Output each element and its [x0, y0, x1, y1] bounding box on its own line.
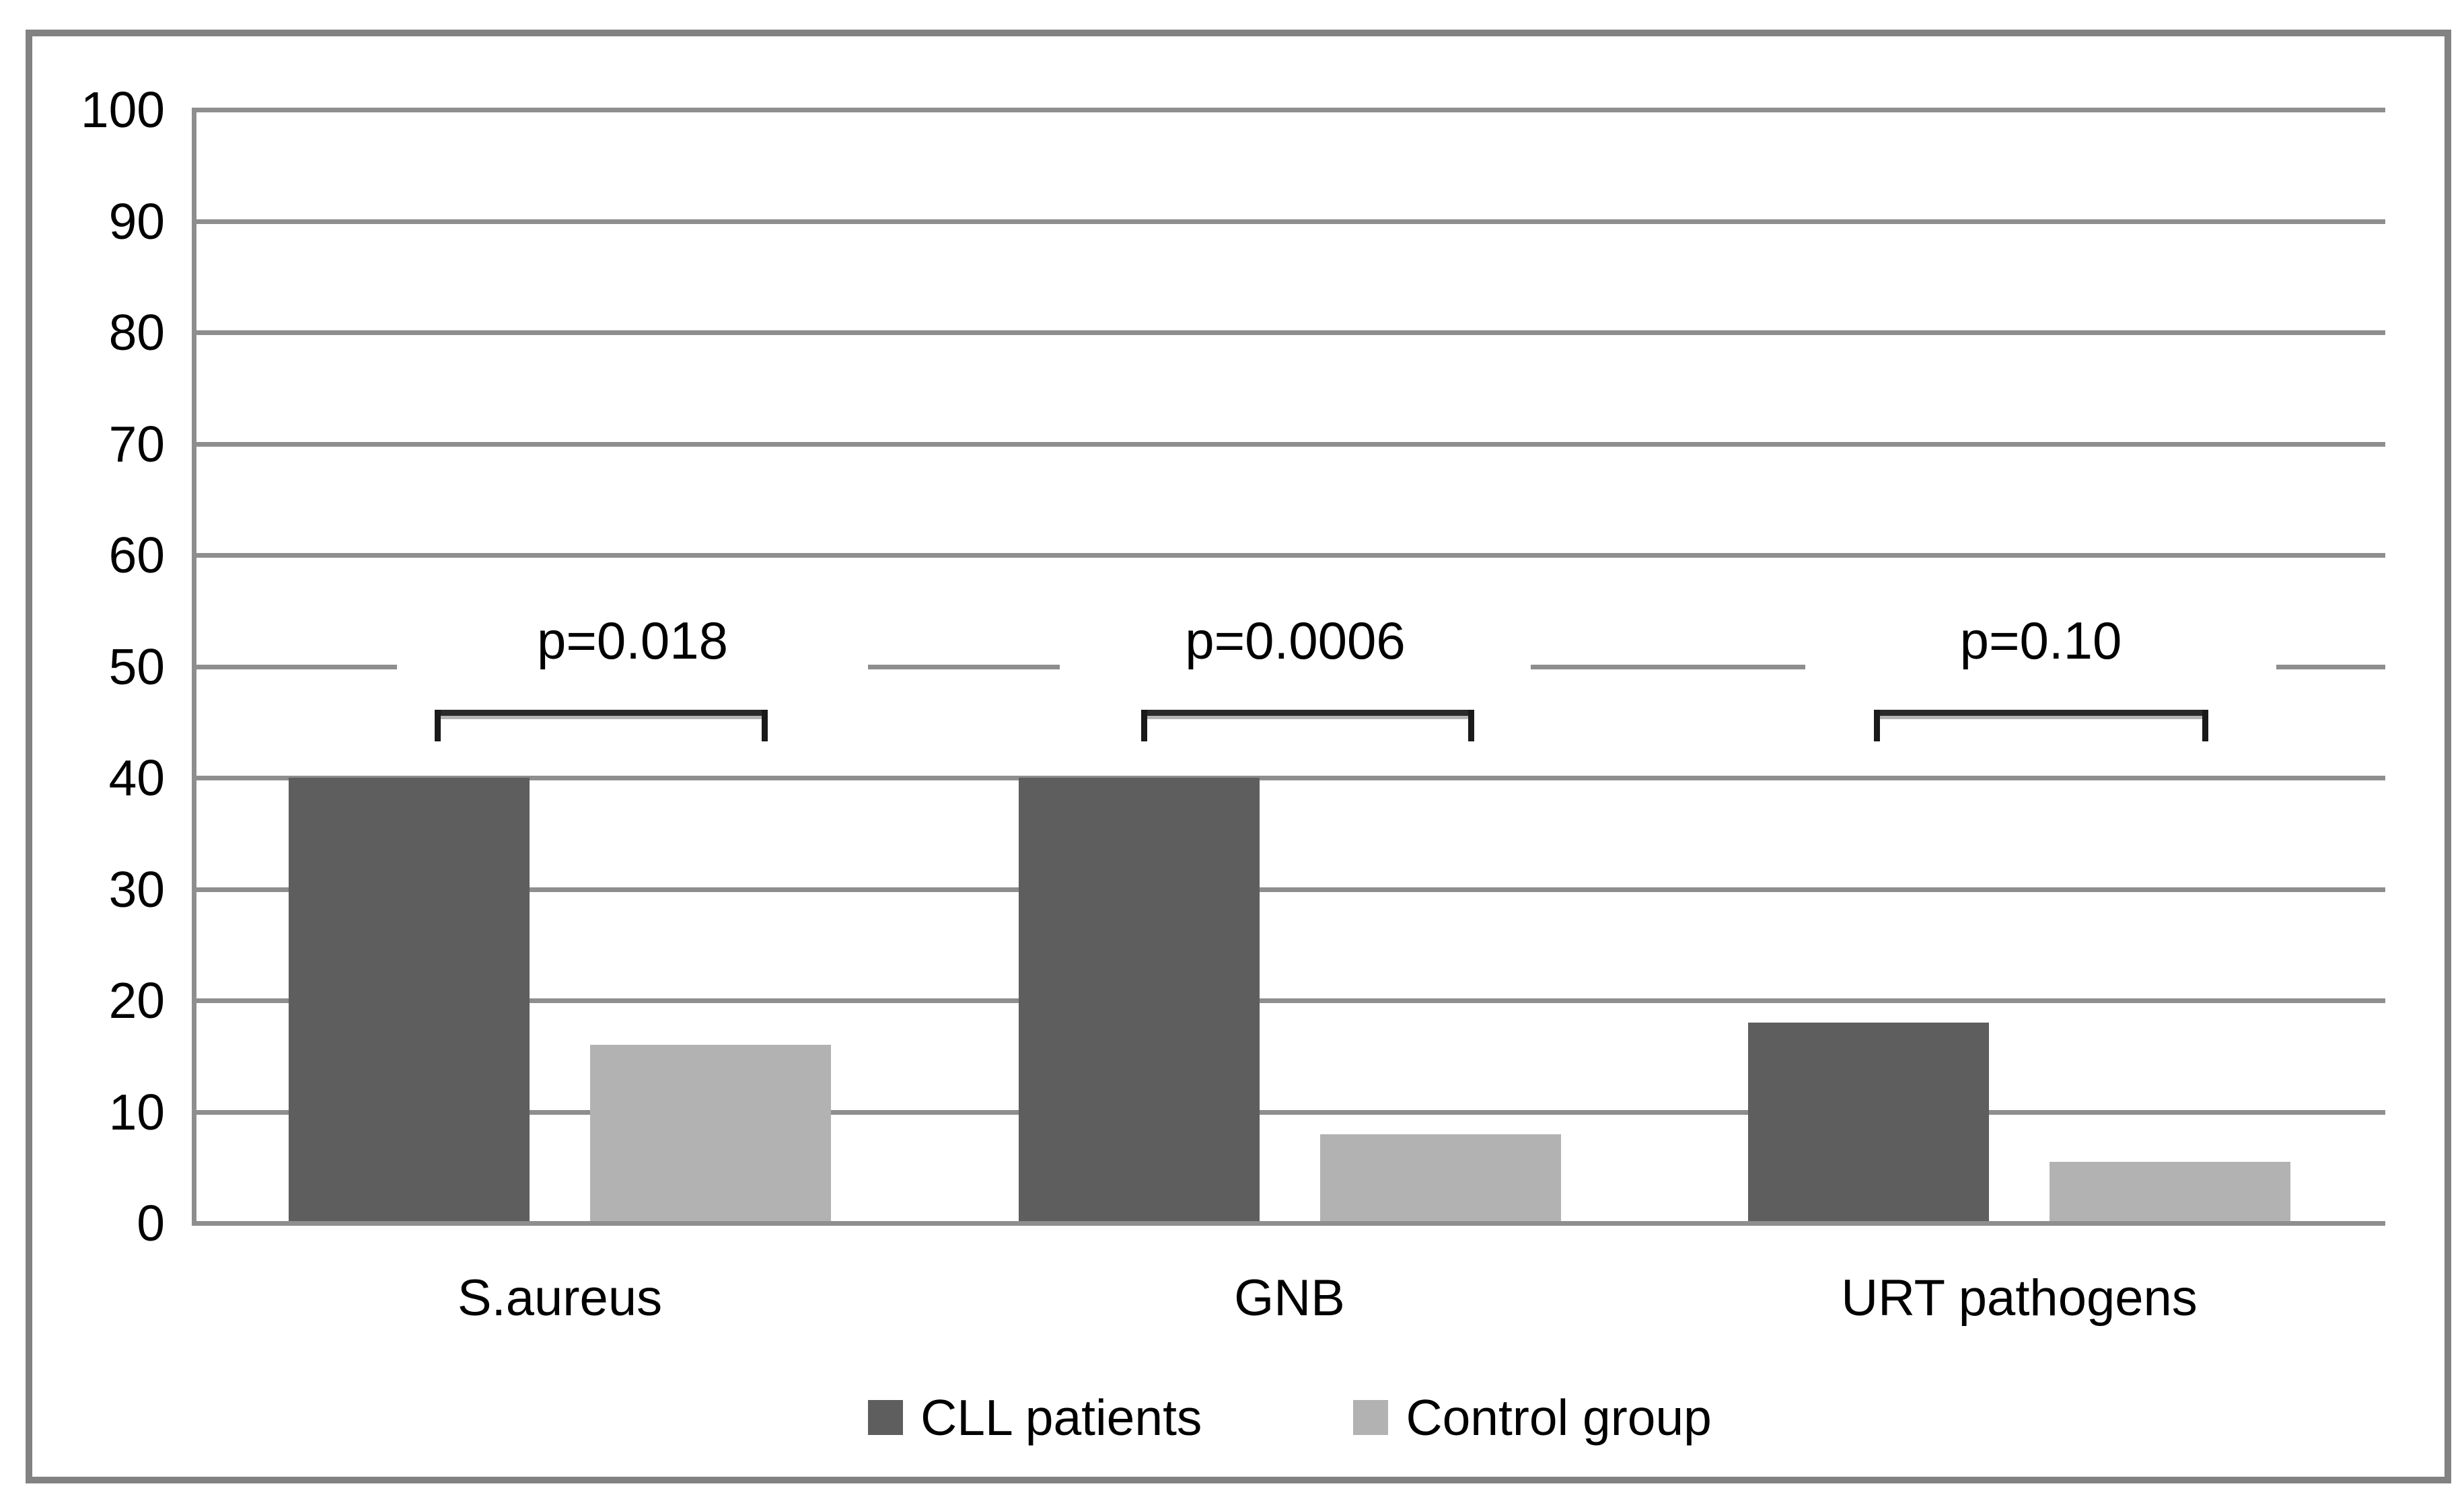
significance-bracket-shadow-urt-pathogens: [1880, 716, 2206, 719]
significance-bracket-left-leg-s-aureus: [435, 710, 441, 741]
x-axis-label-gnb: GNB: [1234, 1269, 1345, 1327]
bar-cll-patients-gnb: [1018, 778, 1260, 1225]
legend-item-cll-patients: CLL patients: [868, 1386, 1202, 1450]
y-tick-label-10: 10: [108, 1083, 165, 1140]
significance-bracket-right-leg-s-aureus: [762, 710, 768, 741]
legend-swatch-control-group: [1353, 1400, 1389, 1435]
gridline-60: [194, 553, 2385, 558]
bar-control-group-s-aureus: [590, 1045, 831, 1225]
y-tick-label-20: 20: [108, 972, 165, 1029]
y-tick-label-80: 80: [108, 304, 165, 361]
y-tick-label-40: 40: [108, 749, 165, 806]
gridline-30: [194, 887, 2385, 892]
y-tick-label-100: 100: [80, 81, 165, 138]
y-axis-line: [192, 108, 196, 1226]
y-tick-label-70: 70: [108, 415, 165, 472]
x-axis-label-urt-pathogens: URT pathogens: [1841, 1269, 2198, 1327]
legend-swatch-cll-patients: [868, 1400, 904, 1435]
gridline-70: [194, 441, 2385, 447]
significance-bracket-left-leg-urt-pathogens: [1874, 710, 1880, 741]
gridline-100: [194, 108, 2385, 112]
gridline-40: [194, 776, 2385, 780]
significance-bracket-shadow-s-aureus: [441, 716, 765, 719]
y-tick-label-90: 90: [108, 192, 165, 250]
gridline-90: [194, 219, 2385, 224]
y-tick-label-50: 50: [108, 638, 165, 695]
p-value-label-urt-pathogens: p=0.10: [1805, 609, 2276, 673]
p-value-label-s-aureus: p=0.018: [397, 609, 868, 673]
y-tick-label-30: 30: [108, 860, 165, 918]
legend-label-control-group: Control group: [1406, 1389, 1712, 1446]
bar-cll-patients-s-aureus: [289, 778, 530, 1225]
legend-item-control-group: Control group: [1353, 1386, 1712, 1450]
gridline-20: [194, 998, 2385, 1003]
significance-bracket-right-leg-gnb: [1468, 710, 1474, 741]
bar-cll-patients-urt-pathogens: [1748, 1023, 1989, 1225]
gridline-80: [194, 330, 2385, 335]
bar-control-group-gnb: [1319, 1134, 1561, 1225]
significance-bracket-shadow-gnb: [1147, 716, 1472, 719]
significance-bracket-urt-pathogens: [1874, 710, 2208, 716]
bar-control-group-urt-pathogens: [2050, 1161, 2290, 1225]
legend: CLL patients Control group: [194, 1381, 2385, 1455]
y-tick-label-0: 0: [137, 1195, 165, 1251]
significance-bracket-gnb: [1141, 710, 1474, 716]
significance-bracket-right-leg-urt-pathogens: [2202, 710, 2208, 741]
significance-bracket-left-leg-gnb: [1141, 710, 1147, 741]
significance-bracket-s-aureus: [435, 710, 768, 716]
p-value-label-gnb: p=0.0006: [1060, 609, 1531, 673]
y-tick-label-60: 60: [108, 527, 165, 583]
x-axis-label-s-aureus: S.aureus: [457, 1269, 663, 1327]
legend-label-cll-patients: CLL patients: [920, 1389, 1202, 1446]
x-axis-line: [194, 1221, 2385, 1226]
gridline-10: [194, 1109, 2385, 1115]
figure-border: [26, 30, 2451, 1483]
